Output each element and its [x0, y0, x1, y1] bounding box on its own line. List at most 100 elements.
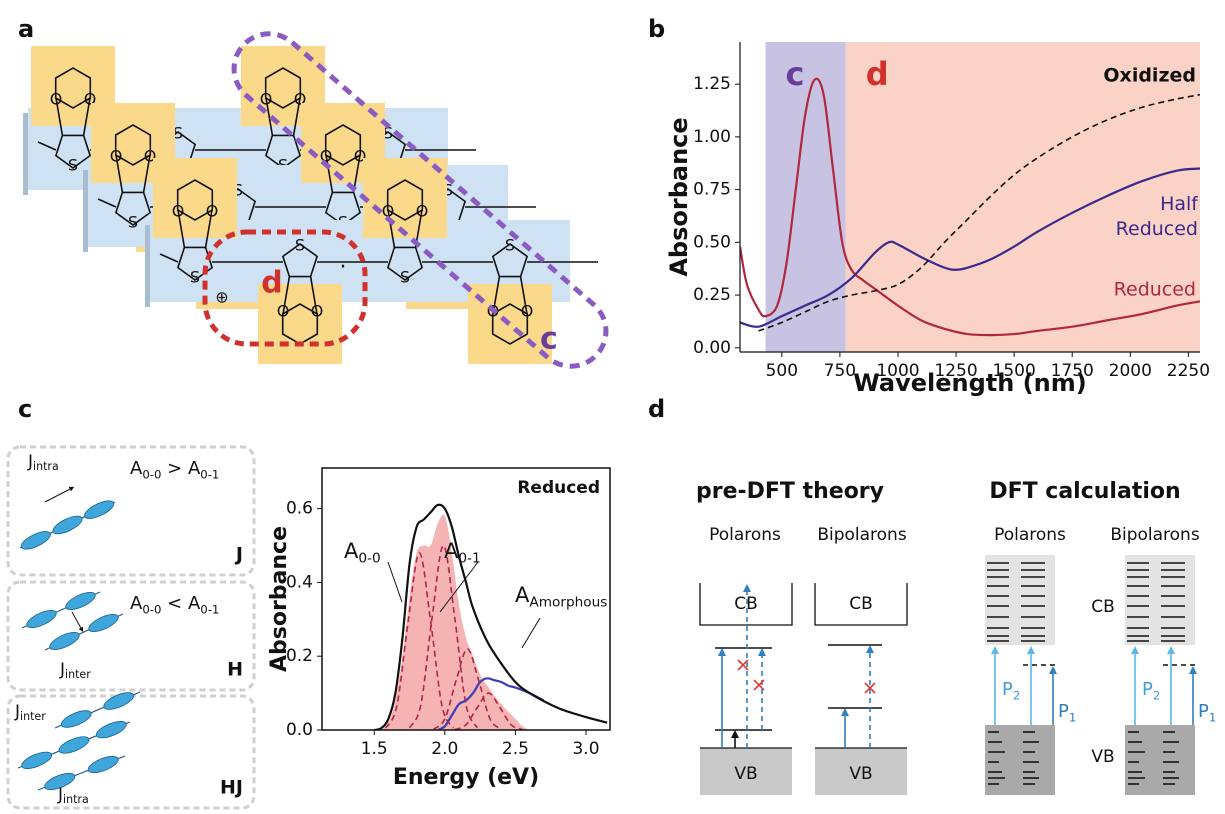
aggregate-box	[6, 580, 256, 692]
region-label: c	[786, 55, 805, 93]
relation: A0-0 < A0-1	[130, 593, 219, 616]
subscript-label: Jinter	[59, 660, 91, 681]
dioxane-ring	[386, 179, 424, 221]
x-tick-label: 1.5	[361, 739, 388, 759]
annotation: Reduced	[517, 478, 600, 498]
subscript: 0-1	[200, 602, 219, 616]
bond	[55, 97, 64, 136]
cb-region	[985, 555, 1055, 645]
subscript-label: P1	[1198, 701, 1216, 724]
column-label: Bipolarons	[1110, 525, 1200, 545]
line	[758, 93, 1200, 332]
subscript-label: A0-0	[344, 539, 381, 566]
bond	[204, 209, 213, 248]
section-title: DFT calculation	[989, 479, 1180, 504]
main-text: A	[344, 539, 359, 563]
aggregate-type: HJ	[220, 777, 243, 799]
line	[432, 648, 502, 730]
cb-region	[1125, 555, 1195, 645]
bond	[292, 97, 301, 136]
subscript-label: A0-1	[444, 539, 481, 566]
atom-label: S	[400, 268, 410, 287]
y-tick-label: 1.00	[693, 127, 731, 147]
plot-frame	[321, 467, 611, 731]
atom-label: S	[443, 181, 453, 200]
x-tick-label: 3.0	[572, 739, 599, 759]
thiophene-ring	[176, 246, 214, 281]
y-axis-title: Absorbance	[267, 526, 292, 672]
dioxane-ring	[54, 67, 92, 109]
subscript: Amorphous	[529, 594, 607, 610]
line	[454, 692, 523, 730]
atom-label: O	[206, 202, 219, 221]
edot-tile	[363, 158, 447, 238]
band-label: VB	[734, 764, 757, 784]
atom-label: S	[383, 124, 393, 143]
chromophore	[87, 756, 119, 773]
dioxane-ring	[324, 124, 362, 166]
subscript: 0-0	[358, 550, 380, 566]
main-text: A	[444, 539, 459, 563]
atom-label: O	[110, 147, 123, 166]
bond	[159, 253, 179, 263]
region	[845, 42, 1200, 352]
edot-tile	[258, 284, 342, 364]
y-tick-label: 0.2	[286, 646, 313, 666]
main-text: A	[515, 583, 530, 607]
subscript: intra	[33, 460, 59, 473]
line	[437, 677, 545, 730]
series-label: Oxidized	[1103, 65, 1196, 87]
level-arrow	[864, 682, 876, 694]
y-tick-label: 0.4	[286, 572, 313, 592]
atom-label: O	[172, 202, 185, 221]
main-text: J	[14, 702, 20, 722]
thiophene-ring	[324, 191, 362, 226]
vb-box	[700, 748, 792, 795]
dioxane-ring	[176, 179, 214, 221]
subscript-label: P1	[1058, 701, 1076, 724]
band-label: CB	[734, 594, 758, 614]
main-text: J	[59, 660, 65, 680]
bond	[265, 97, 274, 136]
chromophore	[44, 773, 76, 790]
cb-box	[814, 583, 908, 626]
region-d-outline	[202, 229, 368, 347]
main-text: A	[188, 458, 201, 479]
atom-label: O	[382, 202, 395, 221]
panel-label: a	[18, 15, 34, 43]
x-tick-label: 2.5	[502, 739, 529, 759]
main-text: P	[1198, 701, 1209, 722]
bond	[352, 154, 361, 193]
arrow	[44, 486, 75, 503]
subscript: 1	[1069, 710, 1076, 724]
leader	[387, 561, 403, 603]
thiophene-ring	[491, 243, 529, 278]
atom-label: O	[521, 302, 534, 321]
dioxane-ring	[264, 67, 302, 109]
chromophore	[88, 613, 119, 633]
bond	[97, 198, 117, 208]
line	[408, 544, 479, 729]
chromophore	[60, 710, 92, 728]
bond	[309, 276, 318, 315]
aggregate-type: J	[234, 544, 243, 566]
band-label: VB	[849, 764, 872, 784]
subscript-label: P2	[1142, 679, 1160, 702]
bond	[519, 276, 528, 315]
column-label: Polarons	[994, 525, 1066, 545]
chromophore	[26, 609, 57, 629]
atom-label: S	[190, 268, 200, 287]
chromophore	[95, 721, 127, 739]
subscript-label: AAmorphous	[515, 583, 607, 610]
line	[740, 167, 1200, 328]
operator: <	[161, 593, 188, 614]
main-text: P	[1058, 701, 1069, 722]
edot-tile	[153, 158, 237, 238]
y-tick-label: 0.50	[693, 232, 731, 252]
leader	[439, 561, 479, 613]
chromophore	[49, 631, 80, 651]
vb-box	[815, 748, 907, 795]
aggregate-type: H	[227, 659, 243, 681]
x-tick-label: 1750	[1051, 361, 1094, 381]
